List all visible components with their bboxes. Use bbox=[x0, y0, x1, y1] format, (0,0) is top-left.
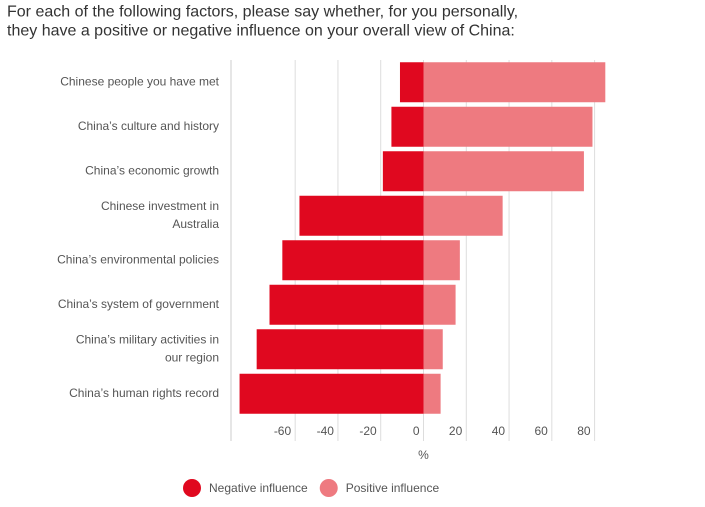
bar bbox=[239, 373, 424, 414]
bar bbox=[282, 240, 424, 281]
bar bbox=[423, 240, 460, 281]
bar bbox=[391, 106, 424, 147]
legend-label: Negative influence bbox=[209, 481, 308, 495]
x-axis-label: % bbox=[418, 448, 429, 462]
chart-title: For each of the following factors, pleas… bbox=[7, 4, 518, 40]
bar bbox=[423, 284, 456, 325]
category-label: China’s military activities in our region bbox=[76, 332, 219, 364]
bar bbox=[423, 329, 443, 370]
legend-marker bbox=[319, 479, 338, 497]
bar bbox=[423, 373, 441, 414]
bar bbox=[423, 151, 584, 192]
category-label: China’s system of government bbox=[58, 297, 220, 311]
x-tick-label: 0 bbox=[413, 424, 420, 438]
category-label: Chinese people you have met bbox=[60, 74, 219, 88]
bar bbox=[423, 195, 503, 236]
bar bbox=[382, 151, 424, 192]
x-tick-label: -20 bbox=[359, 424, 377, 438]
x-tick-label: 60 bbox=[534, 424, 548, 438]
bar bbox=[299, 195, 424, 236]
x-tick-label: -60 bbox=[274, 424, 292, 438]
x-tick-label: 40 bbox=[492, 424, 506, 438]
x-tick-label: -40 bbox=[317, 424, 335, 438]
bar bbox=[423, 106, 593, 147]
legend-marker bbox=[183, 479, 201, 497]
x-tick-label: 20 bbox=[449, 424, 463, 438]
x-tick-label: 80 bbox=[577, 424, 591, 438]
bar bbox=[399, 62, 424, 103]
category-label: China’s human rights record bbox=[69, 386, 219, 400]
bar bbox=[256, 329, 424, 370]
bar bbox=[423, 62, 606, 103]
legend-label: Positive influence bbox=[346, 481, 440, 495]
category-label: China’s culture and history bbox=[78, 119, 219, 133]
bar bbox=[269, 284, 424, 325]
category-label: China’s environmental policies bbox=[57, 252, 219, 266]
category-label: China’s economic growth bbox=[85, 163, 219, 177]
category-label: Chinese investment in Australia bbox=[101, 199, 219, 231]
